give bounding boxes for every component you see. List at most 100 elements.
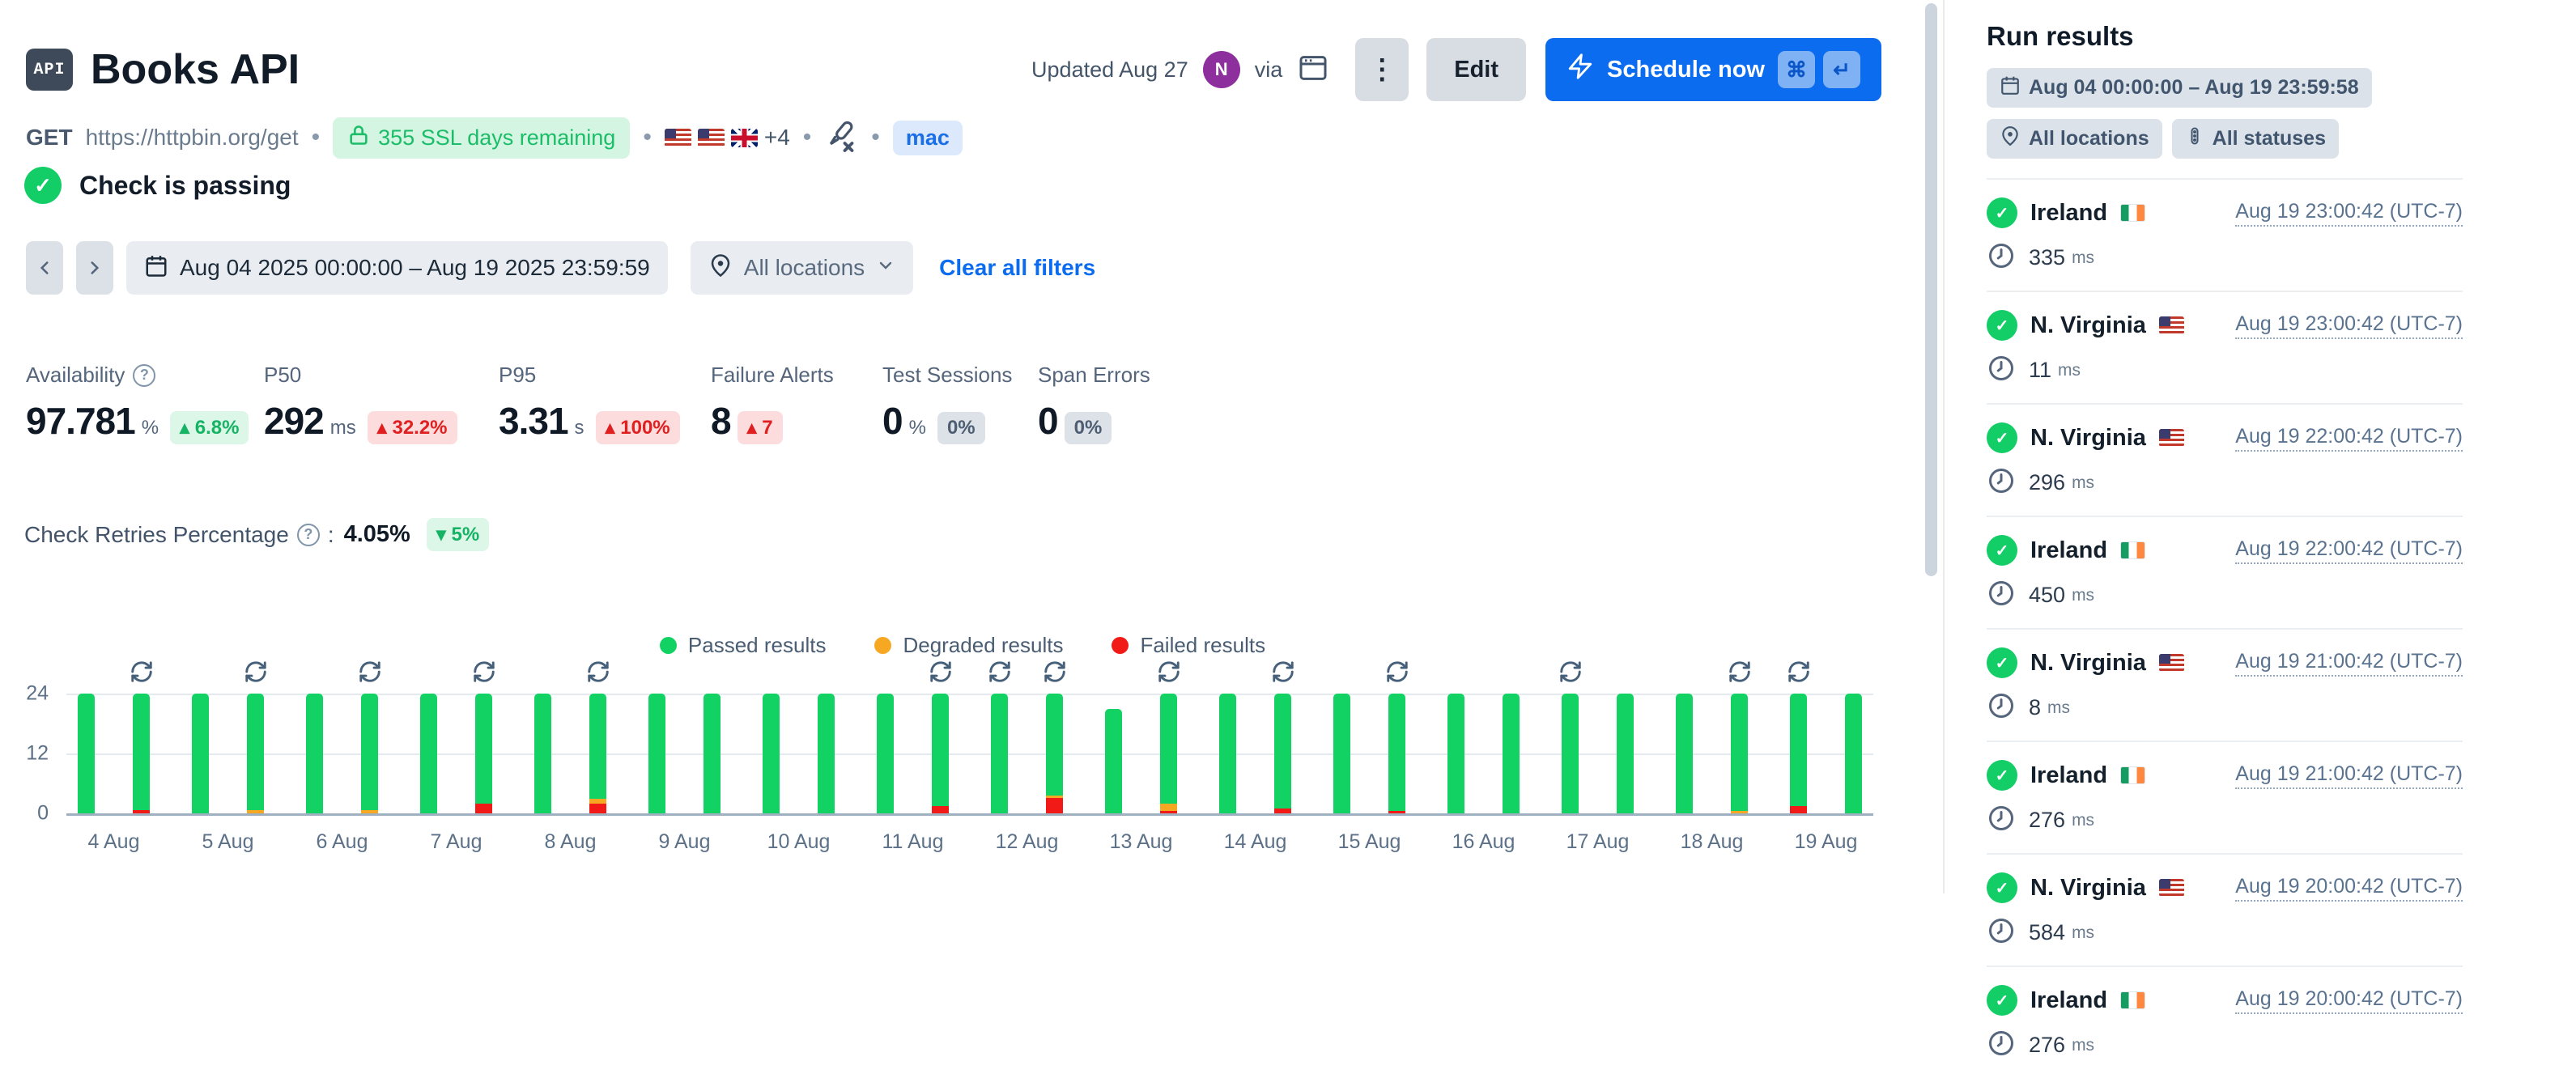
schedule-now-button[interactable]: Schedule now ⌘ ↵ [1545,38,1881,101]
edit-button[interactable]: Edit [1426,38,1527,101]
run-results-statuses-pill[interactable]: All statuses [2171,119,2339,159]
via-label: via [1254,57,1283,82]
run-timestamp-link[interactable]: Aug 19 20:00:42 (UTC-7) [2235,987,2463,1014]
retried-icon [988,660,1012,684]
result-bar[interactable] [1845,694,1862,813]
us-flag-icon [664,128,691,147]
run-timestamp-link[interactable]: Aug 19 22:00:42 (UTC-7) [2235,425,2463,452]
run-timestamp-link[interactable]: Aug 19 23:00:42 (UTC-7) [2235,312,2463,339]
clear-filters-link[interactable]: Clear all filters [939,255,1096,280]
retried-icon [1385,660,1409,684]
run-duration: 584 [2029,920,2066,944]
retries-colon: : [327,521,334,547]
run-result-item[interactable]: ✓ N. Virginia Aug 19 22:00:42 (UTC-7) 29… [1987,403,2463,516]
run-result-item[interactable]: ✓ Ireland Aug 19 21:00:42 (UTC-7) 276 ms [1987,741,2463,853]
failed-segment [133,809,150,813]
run-result-item[interactable]: ✓ Ireland Aug 19 20:00:42 (UTC-7) 276 ms [1987,966,2463,1078]
result-bar[interactable] [473,661,495,813]
run-timestamp-link[interactable]: Aug 19 20:00:42 (UTC-7) [2235,875,2463,902]
help-icon[interactable]: ? [133,363,156,387]
run-result-item[interactable]: ✓ N. Virginia Aug 19 20:00:42 (UTC-7) 58… [1987,853,2463,966]
passed-segment [704,694,721,813]
result-bar[interactable] [1728,661,1750,813]
help-icon[interactable]: ? [296,523,320,546]
result-bar[interactable] [1386,661,1408,813]
run-duration-unit: ms [2072,810,2095,830]
run-location: N. Virginia [2030,424,2146,451]
run-results-date-pill[interactable]: Aug 04 00:00:00 – Aug 19 23:59:58 [1987,68,2372,108]
run-timestamp-link[interactable]: Aug 19 21:00:42 (UTC-7) [2235,762,2463,789]
run-result-item[interactable]: ✓ N. Virginia Aug 19 23:00:42 (UTC-7) 11… [1987,291,2463,403]
result-bar[interactable] [1787,661,1809,813]
result-bar[interactable] [192,694,209,813]
ssl-days-pill[interactable]: 355 SSL days remaining [333,117,631,159]
avatar[interactable]: N [1202,51,1240,88]
run-location: N. Virginia [2030,312,2146,338]
run-timestamp-link[interactable]: Aug 19 22:00:42 (UTC-7) [2235,537,2463,564]
result-bar[interactable] [420,694,437,813]
result-bar[interactable] [1447,694,1464,813]
result-bar[interactable] [1559,661,1581,813]
result-bar[interactable] [1617,694,1634,813]
result-bar[interactable] [929,661,951,813]
result-bar[interactable] [1676,694,1693,813]
result-bar[interactable] [306,694,323,813]
run-duration-unit: ms [2058,360,2081,380]
locations-filter[interactable]: All locations [690,241,914,295]
result-bar[interactable] [1272,661,1294,813]
result-bar[interactable] [1219,694,1236,813]
cmd-key-icon: ⌘ [1778,51,1815,88]
api-type-badge: API [26,49,73,91]
scrollbar-thumb[interactable] [1925,3,1937,576]
locations-filter-value: All locations [743,255,865,280]
clock-icon [1987,241,2016,274]
main-content: API Books API Updated Aug 27 N via ⋮ Edi… [24,3,1937,853]
passed-segment [1676,694,1693,813]
result-bar[interactable] [534,694,551,813]
runtime-tag[interactable]: mac [892,120,963,155]
next-period-button[interactable] [76,241,113,295]
result-bar[interactable] [1158,661,1180,813]
location-flag-icon [2158,879,2184,897]
result-bar[interactable] [587,661,609,813]
result-bar[interactable] [359,661,380,813]
retried-icon [586,660,610,684]
passed-segment [1274,694,1291,808]
run-timestamp-link[interactable]: Aug 19 23:00:42 (UTC-7) [2235,200,2463,227]
passed-segment [192,694,209,813]
run-result-item[interactable]: ✓ N. Virginia Aug 19 21:00:42 (UTC-7) 8 … [1987,628,2463,741]
result-bar[interactable] [648,694,665,813]
run-results-panel: Run results Aug 04 00:00:00 – Aug 19 23:… [1943,0,2576,1057]
result-bar[interactable] [704,694,721,813]
result-bar[interactable] [1105,694,1122,813]
result-bar[interactable] [244,661,266,813]
result-bar[interactable] [130,661,152,813]
degraded-segment [1160,803,1177,811]
location-flag-icon [2158,654,2184,672]
result-bar[interactable] [1044,661,1065,813]
result-bar[interactable] [1333,694,1350,813]
result-bar[interactable] [763,694,780,813]
result-bar[interactable] [1503,694,1520,813]
clock-icon [1987,579,2016,612]
x-axis-label: 13 Aug [1109,830,1173,853]
run-result-item[interactable]: ✓ Ireland Aug 19 22:00:42 (UTC-7) 450 ms [1987,516,2463,628]
chart-day-group: 13 Aug [1105,661,1180,853]
result-bar[interactable] [877,694,894,813]
run-results-locations-pill[interactable]: All locations [1987,119,2162,159]
alerts-muted-icon[interactable] [824,119,858,157]
run-duration-unit: ms [2072,923,2095,942]
date-range-filter[interactable]: Aug 04 2025 00:00:00 – Aug 19 2025 23:59… [126,241,668,295]
chart-day-group: 7 Aug [420,661,495,853]
result-bar[interactable] [988,661,1010,813]
run-timestamp-link[interactable]: Aug 19 21:00:42 (UTC-7) [2235,650,2463,677]
results-chart: Passed results Degraded results Failed r… [26,633,1873,853]
more-options-button[interactable]: ⋮ [1355,38,1409,101]
run-results-statuses: All statuses [2212,127,2326,150]
run-result-item[interactable]: ✓ Ireland Aug 19 23:00:42 (UTC-7) 335 ms [1987,178,2463,291]
check-retries: Check Retries Percentage ? : 4.05% ▾ 5% [24,518,490,551]
prev-period-button[interactable] [26,241,63,295]
location-flags[interactable]: +4 [664,125,790,151]
result-bar[interactable] [78,694,95,813]
result-bar[interactable] [818,694,835,813]
